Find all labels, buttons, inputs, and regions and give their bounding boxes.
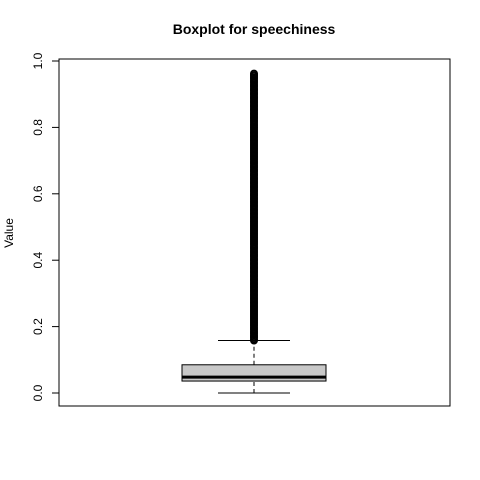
y-tick-label: 0.0 [31, 384, 45, 401]
y-tick-label: 0.8 [31, 119, 45, 136]
outlier-point [249, 69, 258, 78]
y-tick-label: 0.2 [31, 318, 45, 335]
y-axis-ticks: 0.0 0.2 0.4 0.6 0.8 1.0 [31, 52, 59, 401]
outlier-points [249, 69, 258, 345]
iqr-box [181, 364, 327, 382]
y-tick-label: 0.4 [31, 252, 45, 269]
y-tick-label: 1.0 [31, 52, 45, 69]
chart-title: Boxplot for speechiness [173, 21, 336, 37]
box-plot [181, 69, 327, 394]
y-tick-label: 0.6 [31, 185, 45, 202]
y-axis-label: Value [2, 218, 16, 248]
